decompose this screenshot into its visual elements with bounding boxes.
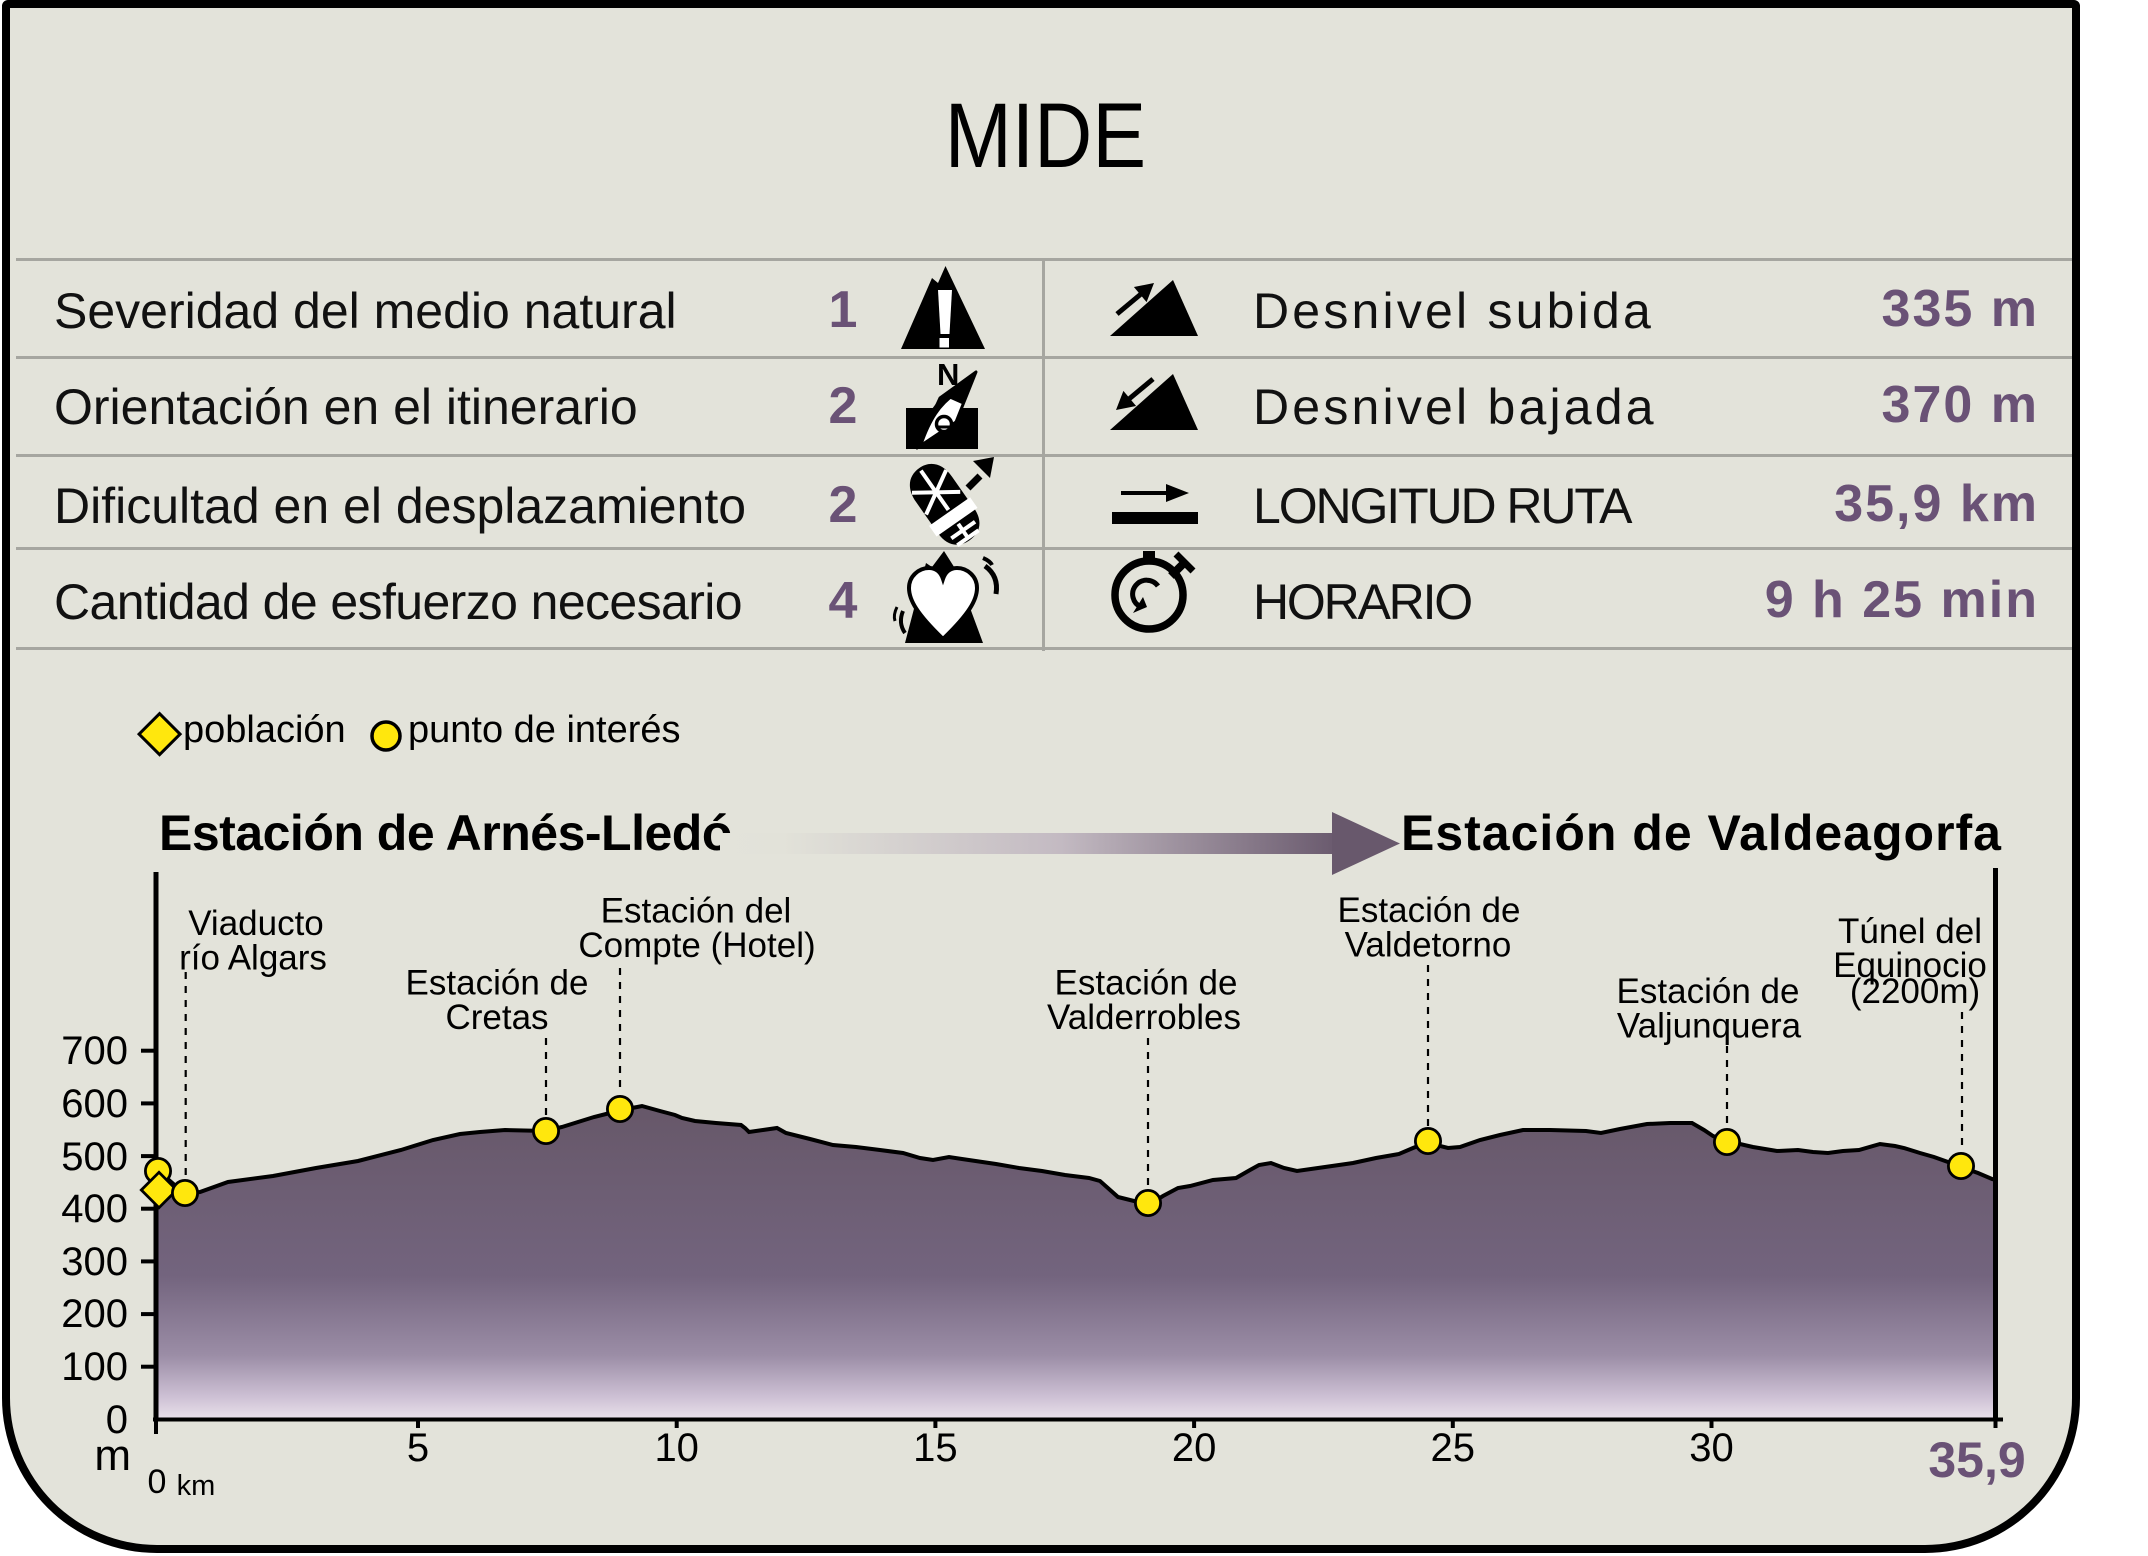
svg-text:Viaducto: Viaducto <box>188 904 324 943</box>
svg-text:Estación de: Estación de <box>1055 964 1238 1003</box>
svg-text:100: 100 <box>61 1345 128 1389</box>
svg-text:0: 0 <box>148 1463 167 1501</box>
svg-text:20: 20 <box>1172 1426 1217 1470</box>
svg-text:Compte (Hotel): Compte (Hotel) <box>578 926 815 965</box>
svg-text:km: km <box>177 1470 216 1502</box>
svg-text:Valderrobles: Valderrobles <box>1047 998 1241 1037</box>
svg-text:500: 500 <box>61 1135 128 1179</box>
svg-text:Estación de: Estación de <box>1617 972 1800 1011</box>
svg-text:10: 10 <box>654 1426 699 1470</box>
svg-text:Cretas: Cretas <box>445 998 548 1037</box>
svg-text:Estación del: Estación del <box>601 892 792 931</box>
svg-text:15: 15 <box>913 1426 958 1470</box>
svg-text:Estación de: Estación de <box>1338 891 1521 930</box>
svg-text:400: 400 <box>61 1187 128 1231</box>
svg-text:m: m <box>94 1431 131 1480</box>
svg-text:Equinocio: Equinocio <box>1833 946 1987 985</box>
svg-text:200: 200 <box>61 1292 128 1336</box>
svg-text:600: 600 <box>61 1082 128 1126</box>
svg-text:(2200m): (2200m) <box>1850 972 1980 1011</box>
svg-text:700: 700 <box>61 1029 128 1073</box>
svg-text:Estación de: Estación de <box>406 964 589 1003</box>
svg-text:N: N <box>937 357 959 392</box>
svg-text:300: 300 <box>61 1240 128 1284</box>
svg-text:Valjunquera: Valjunquera <box>1617 1007 1802 1046</box>
svg-text:35,9: 35,9 <box>1928 1432 2025 1488</box>
svg-text:río Algars: río Algars <box>179 939 327 978</box>
svg-text:Túnel del: Túnel del <box>1838 912 1982 951</box>
svg-text:25: 25 <box>1431 1426 1476 1470</box>
svg-text:0: 0 <box>106 1398 128 1442</box>
svg-text:30: 30 <box>1689 1426 1734 1470</box>
svg-text:Valdetorno: Valdetorno <box>1345 926 1512 965</box>
svg-text:5: 5 <box>407 1426 429 1470</box>
